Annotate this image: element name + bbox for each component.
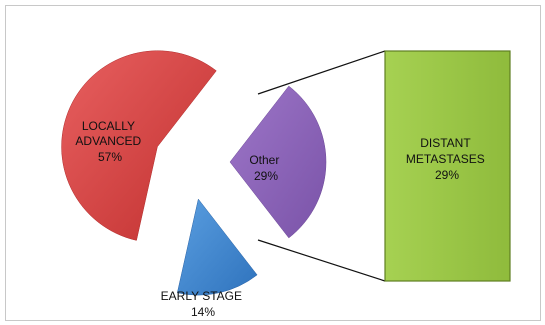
slice-other [229, 85, 327, 239]
slice-locally-advanced [61, 50, 217, 241]
slice-early-stage [177, 198, 258, 296]
label-other: Other 29% [249, 153, 282, 183]
label-distant-metastases: DISTANT METASTASES 29% [406, 136, 488, 182]
bar-distant-metastases [384, 50, 511, 282]
connector-line-bottom [257, 239, 386, 282]
label-locally-advanced: LOCALLY ADVANCED 57% [75, 119, 144, 164]
label-early-stage: EARLY STAGE 14% [161, 289, 246, 319]
connector-line-top [257, 50, 386, 95]
